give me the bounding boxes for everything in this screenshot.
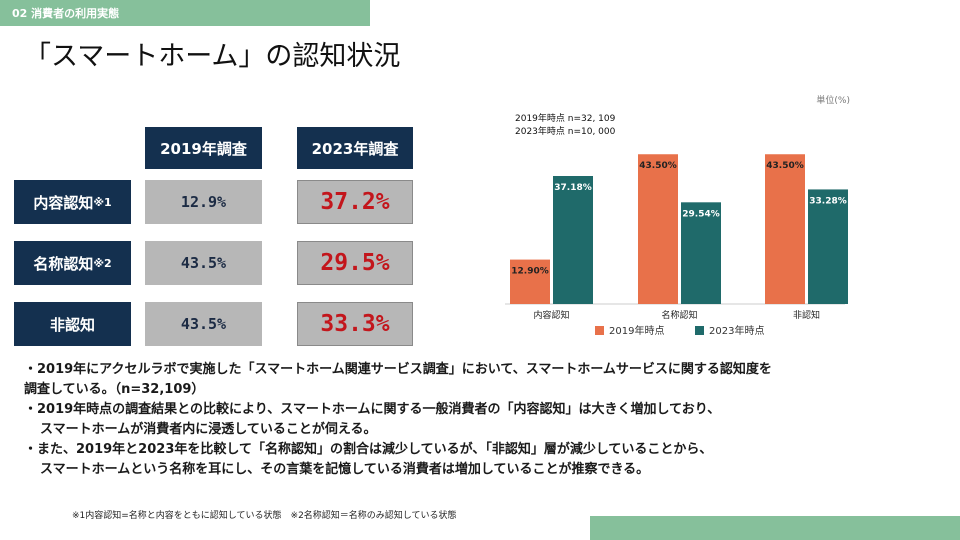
bar-2023	[808, 189, 848, 304]
cell-2019-name-awareness: 43.5%	[145, 241, 262, 285]
bar-2019	[765, 154, 805, 304]
bar-value-label: 29.54%	[682, 209, 720, 219]
bullet-line: スマートホームという名称を耳にし、その言葉を記憶している消費者は増加していること…	[40, 462, 650, 477]
legend-label: 2023年時点	[709, 324, 764, 337]
cell-2019-unaware: 43.5%	[145, 302, 262, 346]
category-label: 名称認知	[661, 309, 697, 321]
table-header-2023: 2023年調査	[297, 127, 413, 169]
page-title: 「スマートホーム」の認知状況	[24, 41, 401, 72]
row-label-unaware: 非認知	[14, 302, 131, 346]
legend-swatch-2023	[695, 326, 704, 335]
cell-2023-name-awareness: 29.5%	[297, 241, 413, 285]
row-label-name-awareness: 名称認知 ※2	[14, 241, 131, 285]
legend-swatch-2019	[595, 326, 604, 335]
category-label: 非認知	[793, 309, 820, 321]
bar-2019	[638, 154, 678, 304]
bullet-line: 調査している。（n=32,109）	[24, 382, 205, 397]
row-note: ※1	[93, 195, 112, 209]
bullet-line: ・また、2019年と2023年を比較して「名称認知」の割合は減少しているが、「非…	[24, 442, 713, 457]
bar-2023	[553, 176, 593, 304]
bullet-line: ・2019年にアクセルラボで実施した「スマートホーム関連サービス調査」において、…	[24, 362, 772, 377]
cell-2023-content-awareness: 37.2%	[297, 180, 413, 224]
bar-value-label: 43.50%	[766, 161, 804, 171]
bar-2019	[510, 259, 550, 304]
bar-2023	[681, 202, 721, 304]
legend-label: 2019年時点	[609, 324, 664, 337]
cell-2023-unaware: 33.3%	[297, 302, 413, 346]
row-label-content-awareness: 内容認知 ※1	[14, 180, 131, 224]
bullet-list: ・2019年にアクセルラボで実施した「スマートホーム関連サービス調査」において、…	[24, 360, 944, 480]
section-header-band: 02 消費者の利用実態	[0, 0, 370, 26]
section-label: 02 消費者の利用実態	[12, 7, 120, 20]
footnote: ※1内容認知=名称と内容をともに認知している状態 ※2名称認知＝名称のみ認知して…	[72, 511, 457, 521]
unit-label: 単位(%)	[816, 94, 850, 106]
bar-value-label: 33.28%	[809, 196, 847, 206]
cell-2019-content-awareness: 12.9%	[145, 180, 262, 224]
bar-value-label: 37.18%	[554, 183, 592, 193]
bar-value-label: 43.50%	[639, 161, 677, 171]
category-label: 内容認知	[533, 309, 569, 321]
bar-value-label: 12.90%	[511, 267, 549, 277]
table-header-2019: 2019年調査	[145, 127, 262, 169]
row-note: ※2	[93, 256, 112, 270]
footer-band	[590, 516, 960, 540]
sample-size-2023: 2023年時点 n=10, 000	[515, 125, 616, 137]
bullet-line: ・2019年時点の調査結果との比較により、スマートホームに関する一般消費者の「内…	[24, 402, 721, 417]
sample-size-2019: 2019年時点 n=32, 109	[515, 112, 616, 124]
awareness-bar-chart: 単位(%) 2019年時点 n=32, 109 2023年時点 n=10, 000 1…	[500, 88, 860, 350]
bullet-line: スマートホームが消費者内に浸透していることが伺える。	[40, 422, 377, 437]
